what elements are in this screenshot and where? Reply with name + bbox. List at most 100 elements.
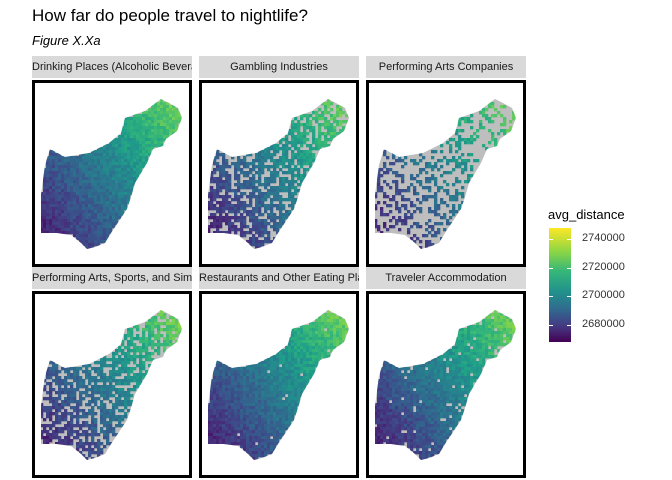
tract-cell xyxy=(70,204,74,208)
tract-cell xyxy=(213,370,217,374)
tract-cell xyxy=(91,448,95,452)
tract-cell xyxy=(261,234,265,238)
tract-cell xyxy=(482,361,486,365)
tract-cell xyxy=(473,352,477,356)
tract-cell xyxy=(91,367,95,371)
tract-cell xyxy=(497,325,501,329)
tract-cell xyxy=(273,406,277,410)
tract-cell xyxy=(270,445,274,449)
tract-cell xyxy=(282,165,286,169)
tract-cell xyxy=(130,367,134,371)
tract-cells xyxy=(41,99,182,249)
tract-cell xyxy=(455,343,459,347)
tract-cell xyxy=(154,129,158,133)
tract-cell xyxy=(270,207,274,211)
tract-cell xyxy=(115,180,119,184)
tract-cell xyxy=(121,192,125,196)
tract-cell xyxy=(139,367,143,371)
tract-cell xyxy=(100,219,104,223)
tract-cell xyxy=(410,373,414,377)
tract-cell xyxy=(136,346,140,350)
tract-cell xyxy=(94,400,98,404)
tract-cell xyxy=(109,150,113,154)
tract-cell xyxy=(175,328,179,332)
tract-cell xyxy=(392,385,396,389)
tract-cell xyxy=(127,153,131,157)
tract-cell xyxy=(55,228,59,232)
tract-cell xyxy=(73,436,77,440)
tract-cell xyxy=(398,409,402,413)
tract-cell xyxy=(431,370,435,374)
tract-cell xyxy=(91,162,95,166)
tract-cell xyxy=(380,406,384,410)
tract-cell xyxy=(443,379,447,383)
tract-cell xyxy=(306,373,310,377)
tract-cell xyxy=(118,210,122,214)
tract-cell xyxy=(509,126,513,130)
tract-cell xyxy=(94,186,98,190)
tract-cell xyxy=(461,349,465,353)
tract-cell xyxy=(169,331,173,335)
tract-cell xyxy=(294,394,298,398)
tract-cell xyxy=(216,442,220,446)
tract-cell xyxy=(76,373,80,377)
tract-cell xyxy=(172,325,176,329)
tract-cell xyxy=(178,117,182,121)
tract-cell xyxy=(318,117,322,121)
tract-cell xyxy=(222,406,226,410)
tract-cell xyxy=(294,406,298,410)
tract-cell xyxy=(130,174,134,178)
tract-cell xyxy=(467,394,471,398)
tract-cell xyxy=(64,207,68,211)
tract-cell xyxy=(228,207,232,211)
tract-cell xyxy=(58,376,62,380)
tract-cell xyxy=(300,135,304,139)
tract-cell xyxy=(452,138,456,142)
tract-cell xyxy=(246,213,250,217)
tract-cell xyxy=(240,424,244,428)
tract-cell xyxy=(377,403,381,407)
tract-cell xyxy=(252,243,256,247)
tract-cell xyxy=(291,129,295,133)
tract-cell xyxy=(375,207,378,211)
tract-cell xyxy=(228,388,232,392)
tract-cell xyxy=(210,382,214,386)
tract-cell xyxy=(273,168,277,172)
tract-cell xyxy=(285,364,289,368)
tract-cell xyxy=(121,177,125,181)
tract-cell xyxy=(491,340,495,344)
tract-cell xyxy=(488,325,492,329)
tract-cell xyxy=(425,379,429,383)
tract-cell xyxy=(121,180,125,184)
tract-cell xyxy=(327,105,331,109)
tract-cell xyxy=(139,117,143,121)
tract-cell xyxy=(500,331,504,335)
tract-cell xyxy=(118,186,122,190)
tract-cell xyxy=(43,207,47,211)
tract-cell xyxy=(130,135,134,139)
tract-cell xyxy=(252,180,256,184)
tract-cell xyxy=(210,198,214,202)
tract-cell xyxy=(252,415,256,419)
tract-cell xyxy=(297,361,301,365)
tract-cell xyxy=(464,376,468,380)
tract-cell xyxy=(64,418,68,422)
tract-cell xyxy=(124,415,128,419)
tract-cell xyxy=(285,141,289,145)
tract-cell xyxy=(112,388,116,392)
tract-cell xyxy=(440,376,444,380)
tract-cell xyxy=(467,346,471,350)
tract-cell xyxy=(416,385,420,389)
tract-cell xyxy=(219,415,223,419)
tract-cell xyxy=(76,159,80,163)
tract-cell xyxy=(291,394,295,398)
tract-cell xyxy=(380,373,384,377)
tract-cell xyxy=(264,403,268,407)
tract-cell xyxy=(452,379,456,383)
tract-cell xyxy=(243,421,247,425)
tract-cell xyxy=(479,373,483,377)
tract-cell xyxy=(133,153,137,157)
tract-cell xyxy=(467,340,471,344)
tract-cell xyxy=(225,373,229,377)
tract-cell xyxy=(404,207,408,211)
